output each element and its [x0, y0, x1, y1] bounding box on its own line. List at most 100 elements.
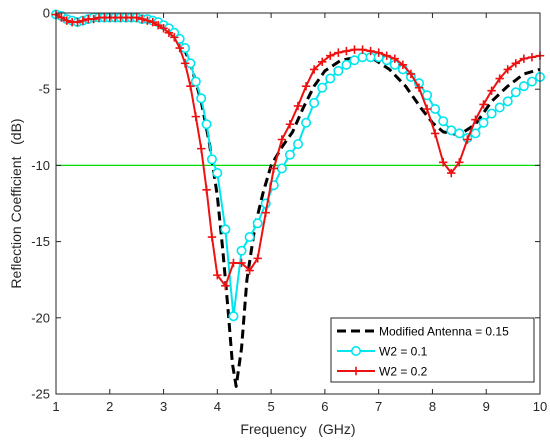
data-point-circle: [228, 311, 239, 322]
data-point-plus: [519, 54, 529, 63]
x-tick-label: 7: [375, 399, 382, 414]
legend-label-w2-0-1: W2 = 0.1: [379, 345, 428, 359]
data-point-circle: [333, 65, 344, 76]
data-point-plus: [191, 112, 201, 121]
x-tick-label: 3: [160, 399, 167, 414]
data-point-circle: [518, 81, 529, 92]
data-point-plus: [414, 83, 424, 92]
data-point-plus: [527, 52, 537, 62]
legend-swatch-marker: [351, 366, 361, 376]
data-point-circle: [526, 76, 537, 87]
data-point-plus: [186, 81, 195, 91]
data-point-plus: [229, 258, 238, 268]
series-layer: [50, 9, 545, 388]
data-point-circle: [276, 163, 287, 174]
x-axis-ticks: 1 2 3 4 5 6 7 8 9 10: [52, 13, 547, 414]
y-tick-label: 0: [43, 6, 50, 21]
y-tick-label: -20: [31, 310, 50, 325]
data-point-circle: [349, 55, 360, 66]
data-point-circle: [201, 119, 212, 130]
data-point-plus: [495, 74, 504, 83]
data-point-plus: [350, 45, 359, 54]
data-point-circle: [325, 73, 336, 84]
data-point-plus: [170, 33, 179, 42]
data-point-circle: [284, 149, 295, 160]
data-point-circle: [430, 104, 441, 115]
data-point-plus: [326, 51, 335, 60]
y-axis-label: Reflection Coefficient (dB): [8, 118, 24, 288]
data-point-plus: [374, 48, 383, 57]
data-point-plus: [285, 120, 295, 129]
data-point-circle: [252, 218, 263, 229]
data-point-plus: [358, 45, 367, 54]
series-w2-0-2: [51, 10, 545, 290]
data-point-plus: [221, 281, 230, 290]
data-point-circle: [236, 245, 247, 256]
data-point-circle: [301, 117, 312, 128]
plot-frame: [55, 12, 541, 395]
data-point-circle: [486, 108, 497, 119]
data-point-circle: [510, 87, 521, 98]
data-point-plus: [213, 270, 222, 280]
data-point-plus: [406, 69, 416, 79]
series-modified-antenna-0-15: [55, 13, 541, 388]
data-point-plus: [269, 164, 278, 173]
data-point-plus: [207, 232, 217, 242]
data-point-plus: [89, 14, 98, 24]
data-point-plus: [430, 129, 440, 138]
data-point-plus: [503, 65, 512, 74]
data-point-plus: [237, 258, 246, 268]
data-point-circle: [454, 128, 465, 139]
x-tick-label: 6: [321, 399, 328, 414]
data-point-plus: [180, 59, 190, 68]
data-point-plus: [334, 48, 343, 57]
data-point-plus: [309, 65, 319, 74]
data-point-plus: [382, 51, 391, 60]
data-point-circle: [446, 125, 457, 136]
y-axis-ticks: 0 -5 -10 -15 -20 -25: [31, 6, 540, 402]
data-point-circle: [438, 116, 449, 127]
data-point-plus: [277, 135, 287, 144]
data-point-plus: [245, 266, 254, 275]
data-point-plus: [78, 16, 88, 25]
data-point-plus: [293, 101, 303, 111]
data-point-plus: [153, 20, 163, 30]
data-point-plus: [422, 104, 432, 114]
legend: Modified Antenna = 0.15 W2 = 0.1 W2 = 0.2: [330, 317, 535, 383]
data-point-circle: [494, 102, 505, 113]
data-point-circle: [422, 90, 433, 101]
data-point-plus: [164, 28, 174, 38]
data-point-plus: [73, 17, 82, 27]
data-point-plus: [318, 57, 327, 66]
data-point-circle: [502, 96, 513, 107]
data-point-plus: [487, 86, 496, 95]
data-point-plus: [197, 144, 206, 153]
data-point-plus: [342, 46, 351, 56]
data-point-plus: [390, 54, 399, 63]
x-tick-label: 2: [106, 399, 113, 414]
y-tick-label: -10: [31, 158, 50, 173]
legend-label-w2-0-2: W2 = 0.2: [379, 365, 428, 379]
x-tick-label: 1: [52, 399, 59, 414]
data-point-plus: [463, 135, 472, 144]
data-point-circle: [292, 139, 303, 150]
data-point-plus: [398, 60, 408, 70]
x-tick-label: 5: [267, 399, 274, 414]
data-point-plus: [137, 14, 147, 24]
data-point-plus: [511, 59, 520, 68]
data-point-circle: [196, 93, 207, 104]
data-point-plus: [439, 158, 448, 167]
data-point-circle: [478, 117, 489, 128]
data-point-plus: [159, 24, 168, 33]
y-tick-label: -15: [31, 234, 50, 249]
data-point-circle: [206, 154, 217, 165]
series-line: [55, 13, 541, 388]
data-point-plus: [301, 81, 311, 91]
data-point-circle: [317, 82, 328, 93]
data-point-circle: [357, 52, 368, 63]
data-point-circle: [341, 59, 352, 70]
data-point-circle: [470, 128, 481, 139]
data-point-circle: [190, 76, 201, 87]
data-point-circle: [244, 232, 255, 243]
